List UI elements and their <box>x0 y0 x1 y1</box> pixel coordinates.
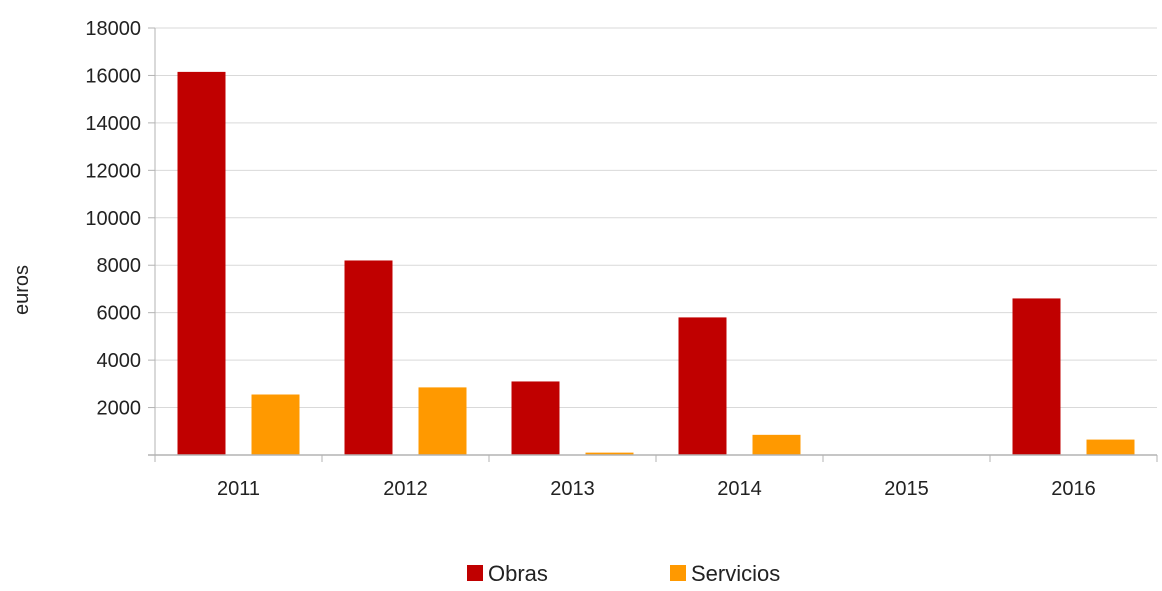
bar-obras-2016 <box>1012 298 1061 455</box>
legend-label-servicios: Servicios <box>691 561 780 586</box>
y-tick-label: 4000 <box>97 350 142 372</box>
y-tick-label: 6000 <box>97 303 142 325</box>
bar-servicios-2011 <box>251 394 300 455</box>
y-tick-label: 12000 <box>85 160 141 182</box>
y-tick-label: 10000 <box>85 208 141 230</box>
y-tick-label: 18000 <box>85 18 141 40</box>
y-tick-label: 16000 <box>85 65 141 87</box>
legend-swatch-obras <box>467 565 483 581</box>
bar-obras-2013 <box>511 381 560 455</box>
x-tick-label: 2011 <box>217 478 260 500</box>
legend-label-obras: Obras <box>488 561 548 586</box>
bar-servicios-2016 <box>1086 439 1135 455</box>
legend: Obras Servicios <box>467 561 780 586</box>
bar-obras-2011 <box>177 71 226 455</box>
axes <box>148 28 1157 456</box>
x-axis-ticks: 2011 2012 2013 2014 2015 2016 <box>154 455 1158 500</box>
legend-swatch-servicios <box>670 565 686 581</box>
bar-servicios-2014 <box>752 434 801 455</box>
bar-obras-2012 <box>344 260 393 455</box>
y-tick-label: 14000 <box>85 113 141 135</box>
x-tick-label: 2015 <box>884 478 929 500</box>
x-tick-label: 2016 <box>1051 478 1096 500</box>
x-tick-label: 2014 <box>717 478 762 500</box>
x-tick-label: 2013 <box>550 478 595 500</box>
x-tick-label: 2012 <box>383 478 428 500</box>
bar-servicios-2013 <box>585 452 634 455</box>
bar-servicios-2012 <box>418 387 467 455</box>
gridlines <box>155 27 1157 409</box>
bars <box>177 71 1135 455</box>
y-tick-label: 2000 <box>97 398 142 420</box>
y-axis-title: euros <box>11 265 33 315</box>
y-axis-ticks: 2000 4000 6000 8000 10000 12000 14000 16000 1800… <box>85 18 155 420</box>
bar-obras-2014 <box>678 317 727 455</box>
y-tick-label: 8000 <box>97 255 142 277</box>
